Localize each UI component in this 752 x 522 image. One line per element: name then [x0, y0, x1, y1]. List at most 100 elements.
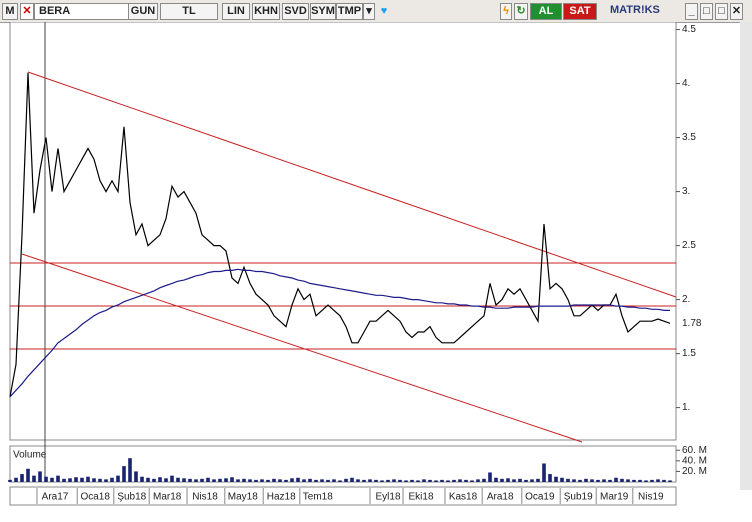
x-tick-label: Mar18 — [153, 492, 182, 503]
chart: Volume 1. 1.5 2. 2.5 3. 3.5 4. 4.5 20. M40. M60.… — [8, 22, 752, 506]
icon[interactable]: ↻ — [514, 3, 528, 20]
volume-bar — [80, 477, 84, 482]
volume-bar — [110, 477, 114, 482]
volume-bar — [56, 475, 60, 482]
y-tick-label: 3. — [682, 186, 690, 197]
volume-bar — [188, 478, 192, 482]
volume-bar — [464, 479, 468, 482]
volume-bar — [86, 476, 90, 482]
buy-button[interactable]: AL — [530, 3, 562, 20]
volume-bar — [422, 479, 426, 482]
x-tick-label: Eki18 — [408, 492, 433, 503]
volume-bar — [584, 478, 588, 482]
volume-bar — [332, 479, 336, 482]
volume-bar — [164, 478, 168, 482]
volume-bar — [602, 479, 606, 482]
x-tick-label: Şub18 — [117, 492, 146, 503]
volume-bar — [74, 477, 78, 482]
volume-bar — [650, 479, 654, 482]
volume-bar — [206, 477, 210, 482]
volume-bar — [98, 478, 102, 482]
symbol-input[interactable]: BERA — [34, 3, 130, 20]
volume-bar — [296, 477, 300, 482]
volume-bar — [386, 479, 390, 482]
volume-bar — [158, 477, 162, 482]
scrollbar[interactable] — [740, 22, 752, 490]
volume-bar — [482, 478, 486, 482]
volume-bar — [278, 479, 282, 482]
button[interactable]: GUN — [128, 3, 158, 20]
volume-frame — [9, 445, 677, 483]
volume-bar — [314, 479, 318, 482]
volume-bar — [260, 479, 264, 482]
twitter-icon[interactable]: ♥ — [380, 5, 388, 17]
volume-bar — [446, 480, 450, 482]
icon[interactable]: ϟ — [500, 3, 512, 20]
volume-bar — [662, 479, 666, 482]
volume-bar — [44, 476, 48, 482]
dropdown[interactable]: ▾ — [363, 3, 375, 20]
price-line — [9, 268, 670, 398]
sell-button[interactable]: SAT — [563, 3, 597, 20]
volume-bar — [524, 479, 528, 482]
volume-bar — [224, 478, 228, 482]
volume-bar — [554, 476, 558, 482]
x-tick-label: Nis18 — [192, 492, 218, 503]
icon[interactable]: ✕ — [20, 3, 34, 20]
volume-bar — [236, 479, 240, 482]
volume-bar — [182, 478, 186, 482]
volume-bar — [620, 478, 624, 482]
button[interactable]: SVD — [282, 3, 309, 20]
volume-bar — [404, 480, 408, 482]
x-tick-label: Oca18 — [80, 492, 110, 503]
button[interactable]: TMP — [336, 3, 363, 20]
volume-bar — [614, 477, 618, 482]
price-line — [9, 72, 671, 397]
y-tick-label: 1.5 — [682, 348, 696, 359]
volume-bar — [68, 478, 72, 482]
volume-bar — [536, 478, 540, 482]
volume-bar — [440, 479, 444, 482]
volume-bar — [218, 478, 222, 482]
volume-tick-label: 20. M — [682, 466, 707, 477]
x-tick-label: Şub19 — [564, 492, 593, 503]
x-tick-label: Ara18 — [487, 492, 514, 503]
volume-bar — [20, 474, 24, 482]
symbol-box[interactable]: M — [2, 3, 18, 20]
volume-bar — [122, 466, 126, 482]
volume-bar — [128, 458, 132, 482]
toolbar: M ✕ BERA GUN TL LIN KHN SVD SYM TMP ▾ ♥ … — [0, 0, 752, 23]
button[interactable]: TL — [160, 3, 218, 20]
x-tick-label: Ara17 — [42, 492, 69, 503]
window-button[interactable]: _ — [685, 3, 698, 20]
plot-frame — [9, 22, 677, 441]
volume-bar — [398, 479, 402, 482]
y-tick-label: 4.5 — [682, 24, 696, 35]
window-button[interactable]: ✕ — [730, 3, 743, 20]
volume-bar — [302, 479, 306, 482]
button[interactable]: LIN — [222, 3, 250, 20]
volume-bar — [266, 479, 270, 482]
y-tick-label: 3.5 — [682, 132, 696, 143]
volume-bar — [104, 479, 108, 482]
button[interactable]: SYM — [310, 3, 336, 20]
volume-bar — [512, 479, 516, 482]
volume-bar — [572, 479, 576, 482]
volume-bar — [380, 480, 384, 482]
last-value-label: 1.78 — [682, 318, 702, 329]
volume-bar — [410, 479, 414, 482]
volume-bar — [644, 480, 648, 482]
volume-bar — [62, 478, 66, 482]
volume-bar — [368, 479, 372, 482]
window-button[interactable]: □ — [700, 3, 713, 20]
button[interactable]: KHN — [252, 3, 280, 20]
volume-bar — [350, 477, 354, 482]
window-button[interactable]: □ — [715, 3, 728, 20]
volume-bar — [320, 479, 324, 482]
volume-bar — [14, 477, 18, 482]
volume-bar — [38, 471, 42, 482]
volume-bar — [530, 479, 534, 482]
volume-bar — [134, 471, 138, 482]
volume-bar — [518, 478, 522, 482]
volume-bar — [200, 478, 204, 482]
